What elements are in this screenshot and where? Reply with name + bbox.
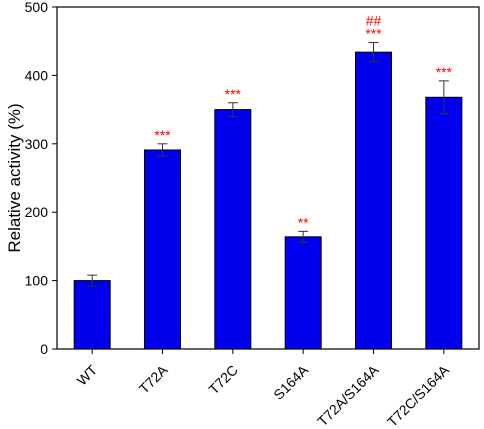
bars: ***********##*** bbox=[73, 13, 463, 350]
bar bbox=[355, 51, 392, 350]
plot-frame bbox=[56, 6, 480, 350]
y-tick-label: 0 bbox=[40, 341, 48, 357]
bar bbox=[425, 96, 463, 350]
x-tick-label: S164A bbox=[270, 361, 312, 403]
bar bbox=[214, 109, 252, 350]
y-axis-title: Relative activity (%) bbox=[5, 103, 24, 252]
significance-label: *** bbox=[154, 127, 171, 143]
x-tick-label: T72C/S164A bbox=[384, 361, 452, 429]
y-tick-label: 200 bbox=[25, 204, 49, 220]
x-tick-label: T72A/S164A bbox=[314, 361, 382, 429]
axes bbox=[52, 6, 480, 354]
x-tick-label: WT bbox=[74, 361, 101, 388]
significance-extra-label: ## bbox=[366, 13, 382, 29]
bar bbox=[144, 149, 181, 350]
significance-label: *** bbox=[436, 64, 453, 80]
bar bbox=[284, 236, 322, 350]
significance-label: *** bbox=[225, 86, 242, 102]
significance-label: *** bbox=[365, 26, 382, 42]
y-tick-label: 400 bbox=[25, 67, 49, 83]
y-tick-label: 500 bbox=[25, 0, 49, 15]
x-tick-labels: WT T72A T72C S164A T72A/S164A T72C/S164A bbox=[74, 361, 453, 429]
y-tick-label: 100 bbox=[25, 273, 49, 289]
x-tick-label: T72C bbox=[205, 362, 241, 398]
y-tick-labels: 0 100 200 300 400 500 bbox=[25, 0, 49, 357]
significance-label: ** bbox=[298, 214, 309, 230]
x-tick-label: T72A bbox=[136, 361, 171, 396]
y-tick-label: 300 bbox=[25, 136, 49, 152]
bar bbox=[73, 280, 111, 350]
